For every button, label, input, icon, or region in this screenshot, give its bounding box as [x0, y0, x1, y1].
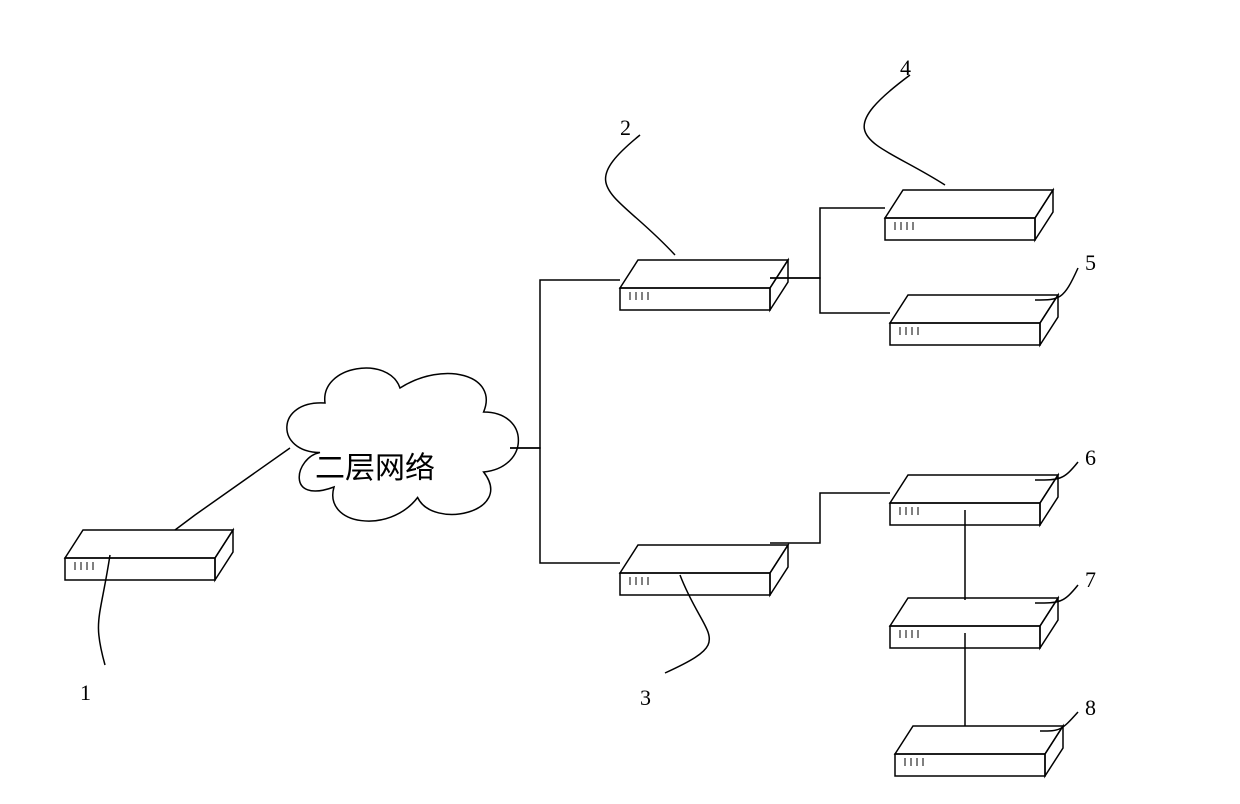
- device-6: [890, 475, 1058, 525]
- network-devices: [65, 190, 1063, 776]
- device-label-6: 6: [1085, 445, 1096, 471]
- lead-line-1: [98, 555, 110, 665]
- device-label-1: 1: [80, 680, 91, 706]
- lead-line-4: [864, 75, 945, 185]
- device-label-3: 3: [640, 685, 651, 711]
- cloud-label: 二层网络: [315, 443, 435, 487]
- lead-line-8: [1040, 712, 1078, 731]
- lead-line-3: [665, 575, 709, 673]
- edge-device3-device6: [770, 493, 890, 543]
- device-label-7: 7: [1085, 567, 1096, 593]
- device-8: [895, 726, 1063, 776]
- network-edges: [175, 208, 965, 726]
- edge-cloud_right-device3: [510, 448, 620, 563]
- device-3: [620, 545, 788, 595]
- device-label-8: 8: [1085, 695, 1096, 721]
- edge-cloud_right-device2: [510, 280, 620, 448]
- device-label-4: 4: [900, 55, 911, 81]
- device-5: [890, 295, 1058, 345]
- device-1: [65, 530, 233, 580]
- device-label-2: 2: [620, 115, 631, 141]
- edge-device1-cloud_left: [175, 448, 290, 530]
- device-4: [885, 190, 1053, 240]
- lead-line-2: [606, 135, 675, 255]
- label-leads: [98, 75, 1078, 731]
- device-2: [620, 260, 788, 310]
- device-7: [890, 598, 1058, 648]
- device-label-5: 5: [1085, 250, 1096, 276]
